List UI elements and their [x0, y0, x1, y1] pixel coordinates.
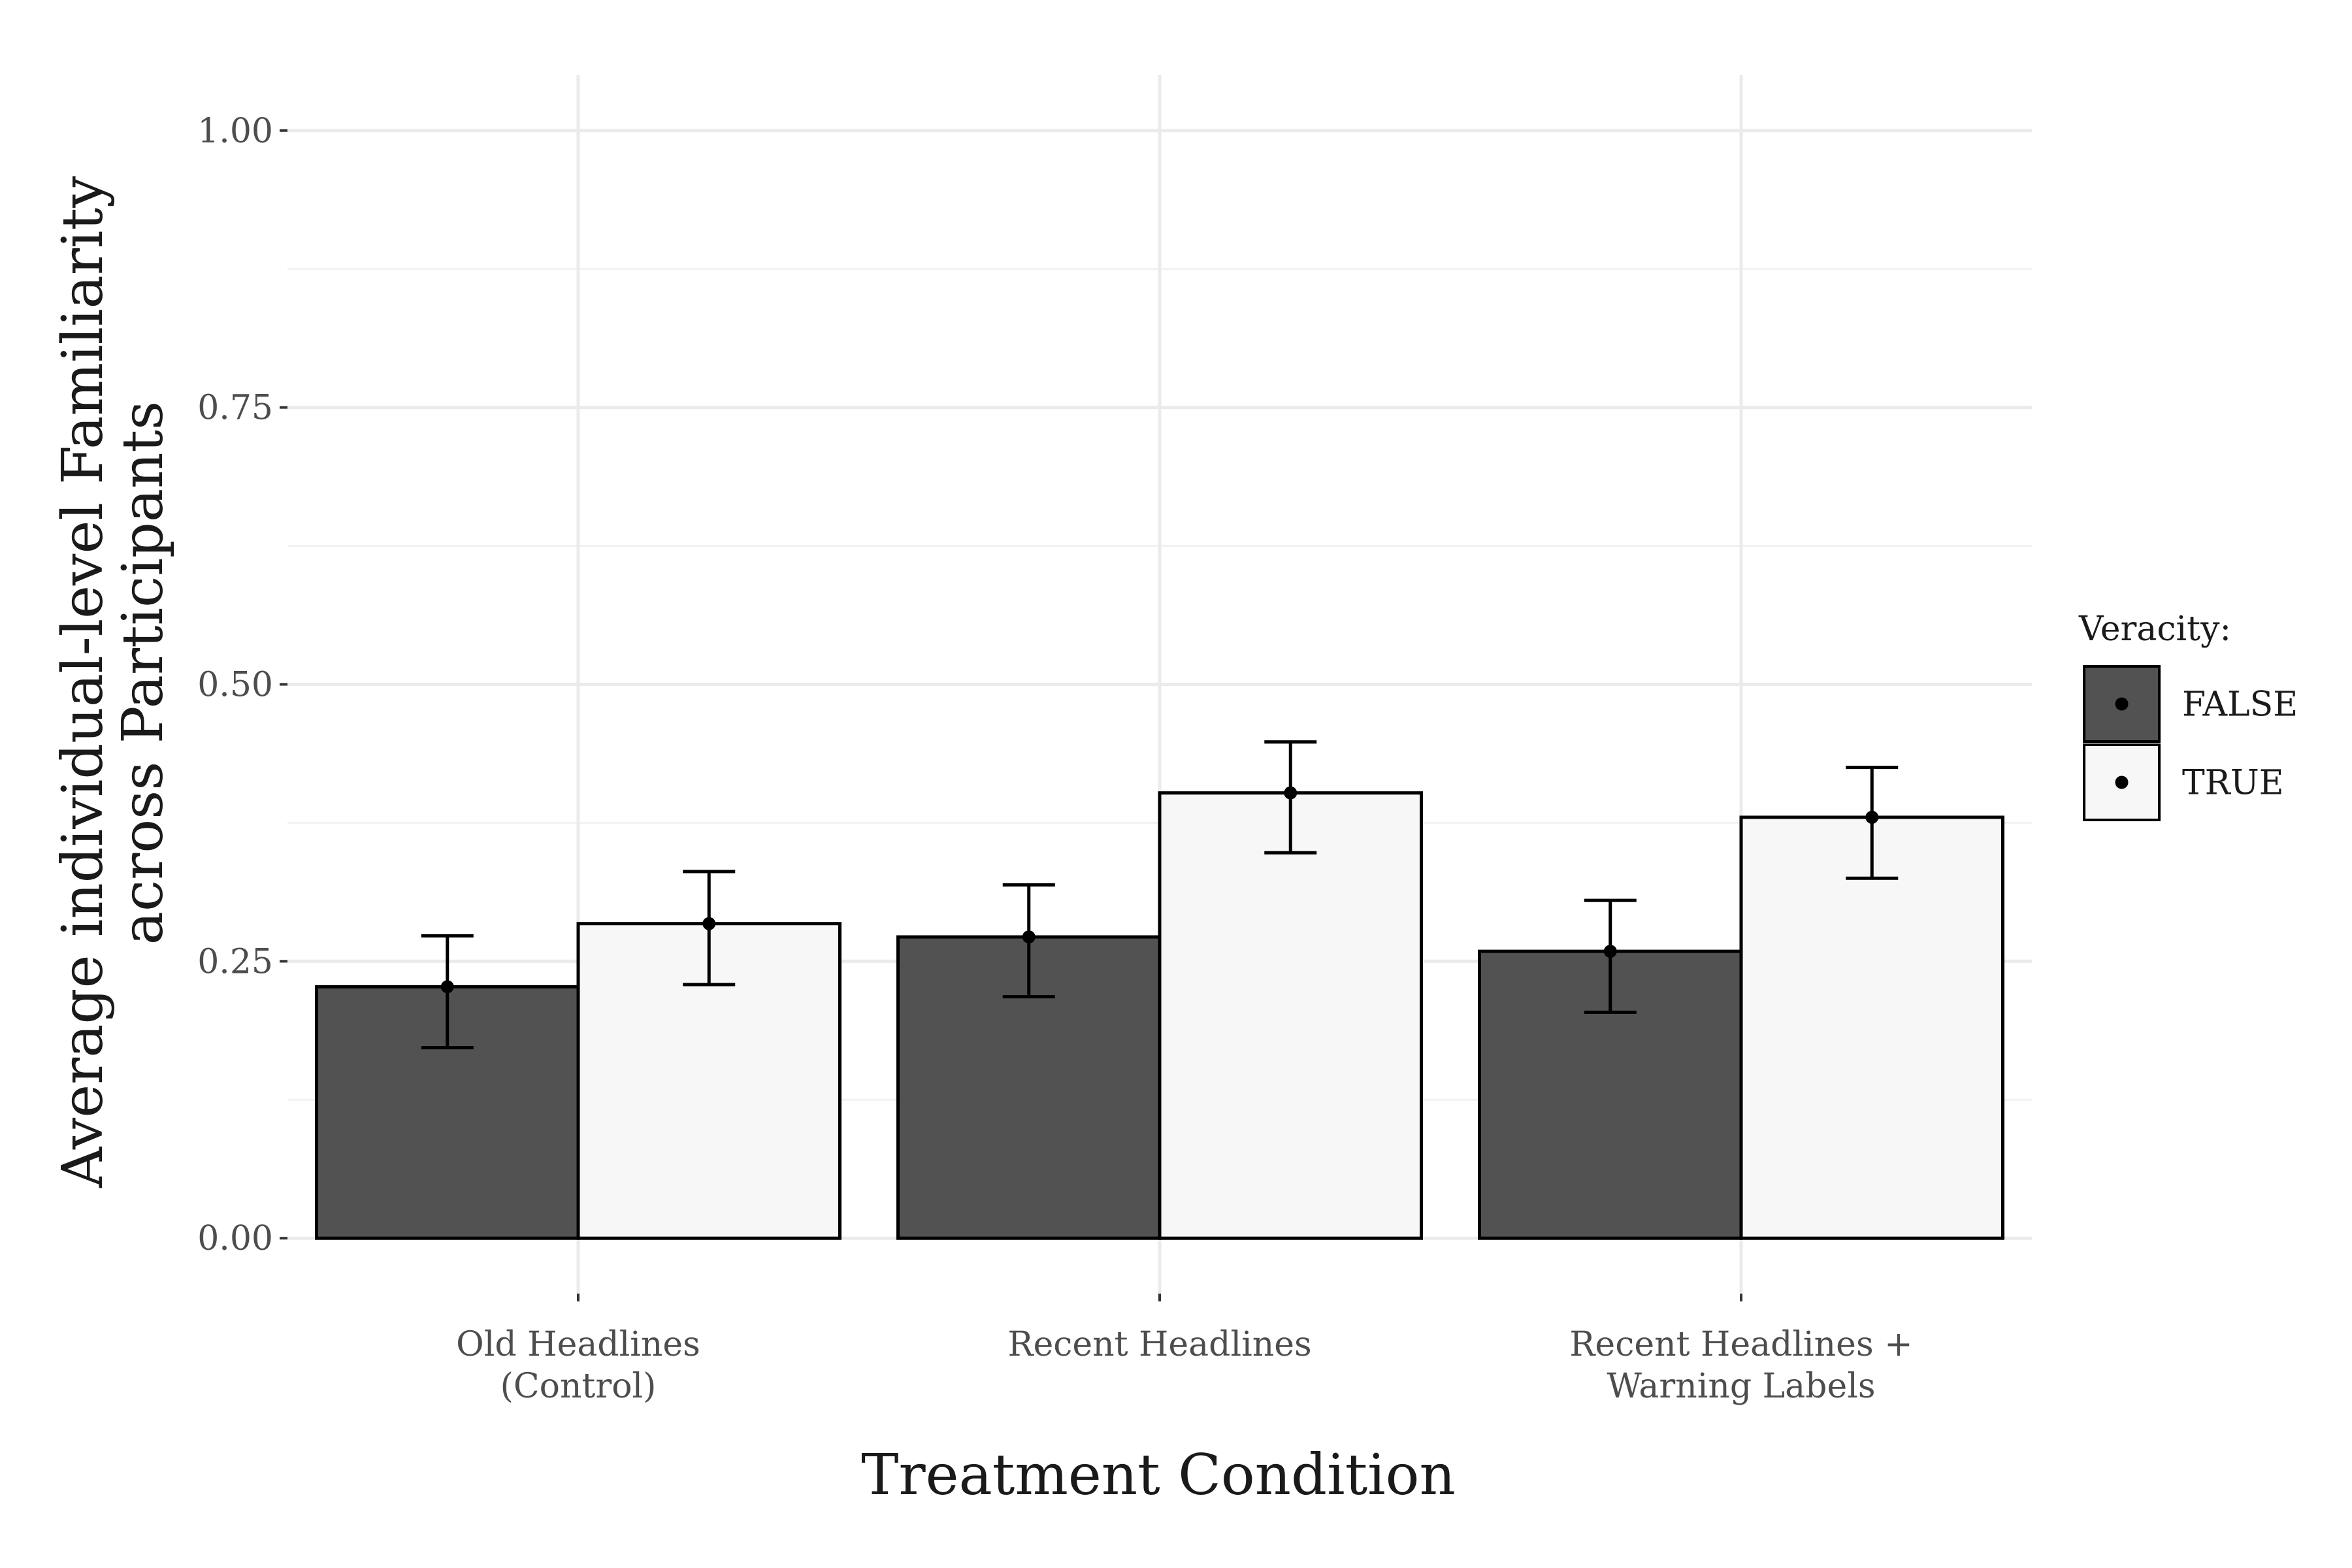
x-tick-label-line: Warning Labels: [1607, 1367, 1875, 1406]
mean-point: [702, 917, 716, 930]
y-tick-label: 0.75: [197, 389, 273, 428]
mean-point: [1603, 945, 1617, 958]
x-tick-label: Old Headlines (Control): [456, 1325, 700, 1406]
y-axis: 0.00 0.25 0.50 0.75 1.00: [197, 112, 287, 1258]
legend-label-false: FALSE: [2182, 685, 2298, 725]
x-tick-label-line: Recent Headlines: [1007, 1325, 1311, 1364]
mean-point: [1022, 930, 1036, 944]
x-tick-label: Recent Headlines + Warning Labels: [1569, 1325, 1912, 1406]
y-axis-title-line-1: Average individual-level Familiarity: [50, 176, 116, 1188]
legend: Veracity: FALSE TRUE: [2078, 610, 2298, 821]
y-tick-label: 0.25: [197, 942, 273, 981]
y-tick-label: 0.50: [197, 666, 273, 705]
mean-point: [440, 980, 454, 994]
legend-key-point: [2115, 697, 2129, 711]
bar-true: [1158, 791, 1423, 1240]
x-axis: Old Headlines (Control) Recent Headlines Re…: [456, 1294, 1913, 1406]
x-tick-label-line: (Control): [500, 1367, 657, 1406]
x-tick-label: Recent Headlines: [1007, 1325, 1311, 1364]
legend-label-true: TRUE: [2182, 764, 2284, 803]
bar-true: [1739, 815, 2004, 1240]
error-bars: [421, 740, 1899, 1050]
x-tick-label-line: Recent Headlines +: [1569, 1325, 1912, 1364]
legend-title: Veracity:: [2078, 610, 2231, 649]
y-axis-title-line-2: across Participants: [110, 401, 176, 945]
y-axis-title: Average individual-level Familiarity acr…: [50, 158, 176, 1188]
mean-point: [1284, 786, 1298, 800]
x-axis-title: Treatment Condition: [861, 1443, 1456, 1508]
bars: [315, 791, 2004, 1240]
legend-key-point: [2115, 776, 2129, 789]
y-tick-label: 1.00: [197, 112, 273, 151]
x-tick-label-line: Old Headlines: [456, 1325, 700, 1364]
y-tick-label: 0.00: [197, 1219, 273, 1258]
mean-point: [1865, 810, 1879, 824]
